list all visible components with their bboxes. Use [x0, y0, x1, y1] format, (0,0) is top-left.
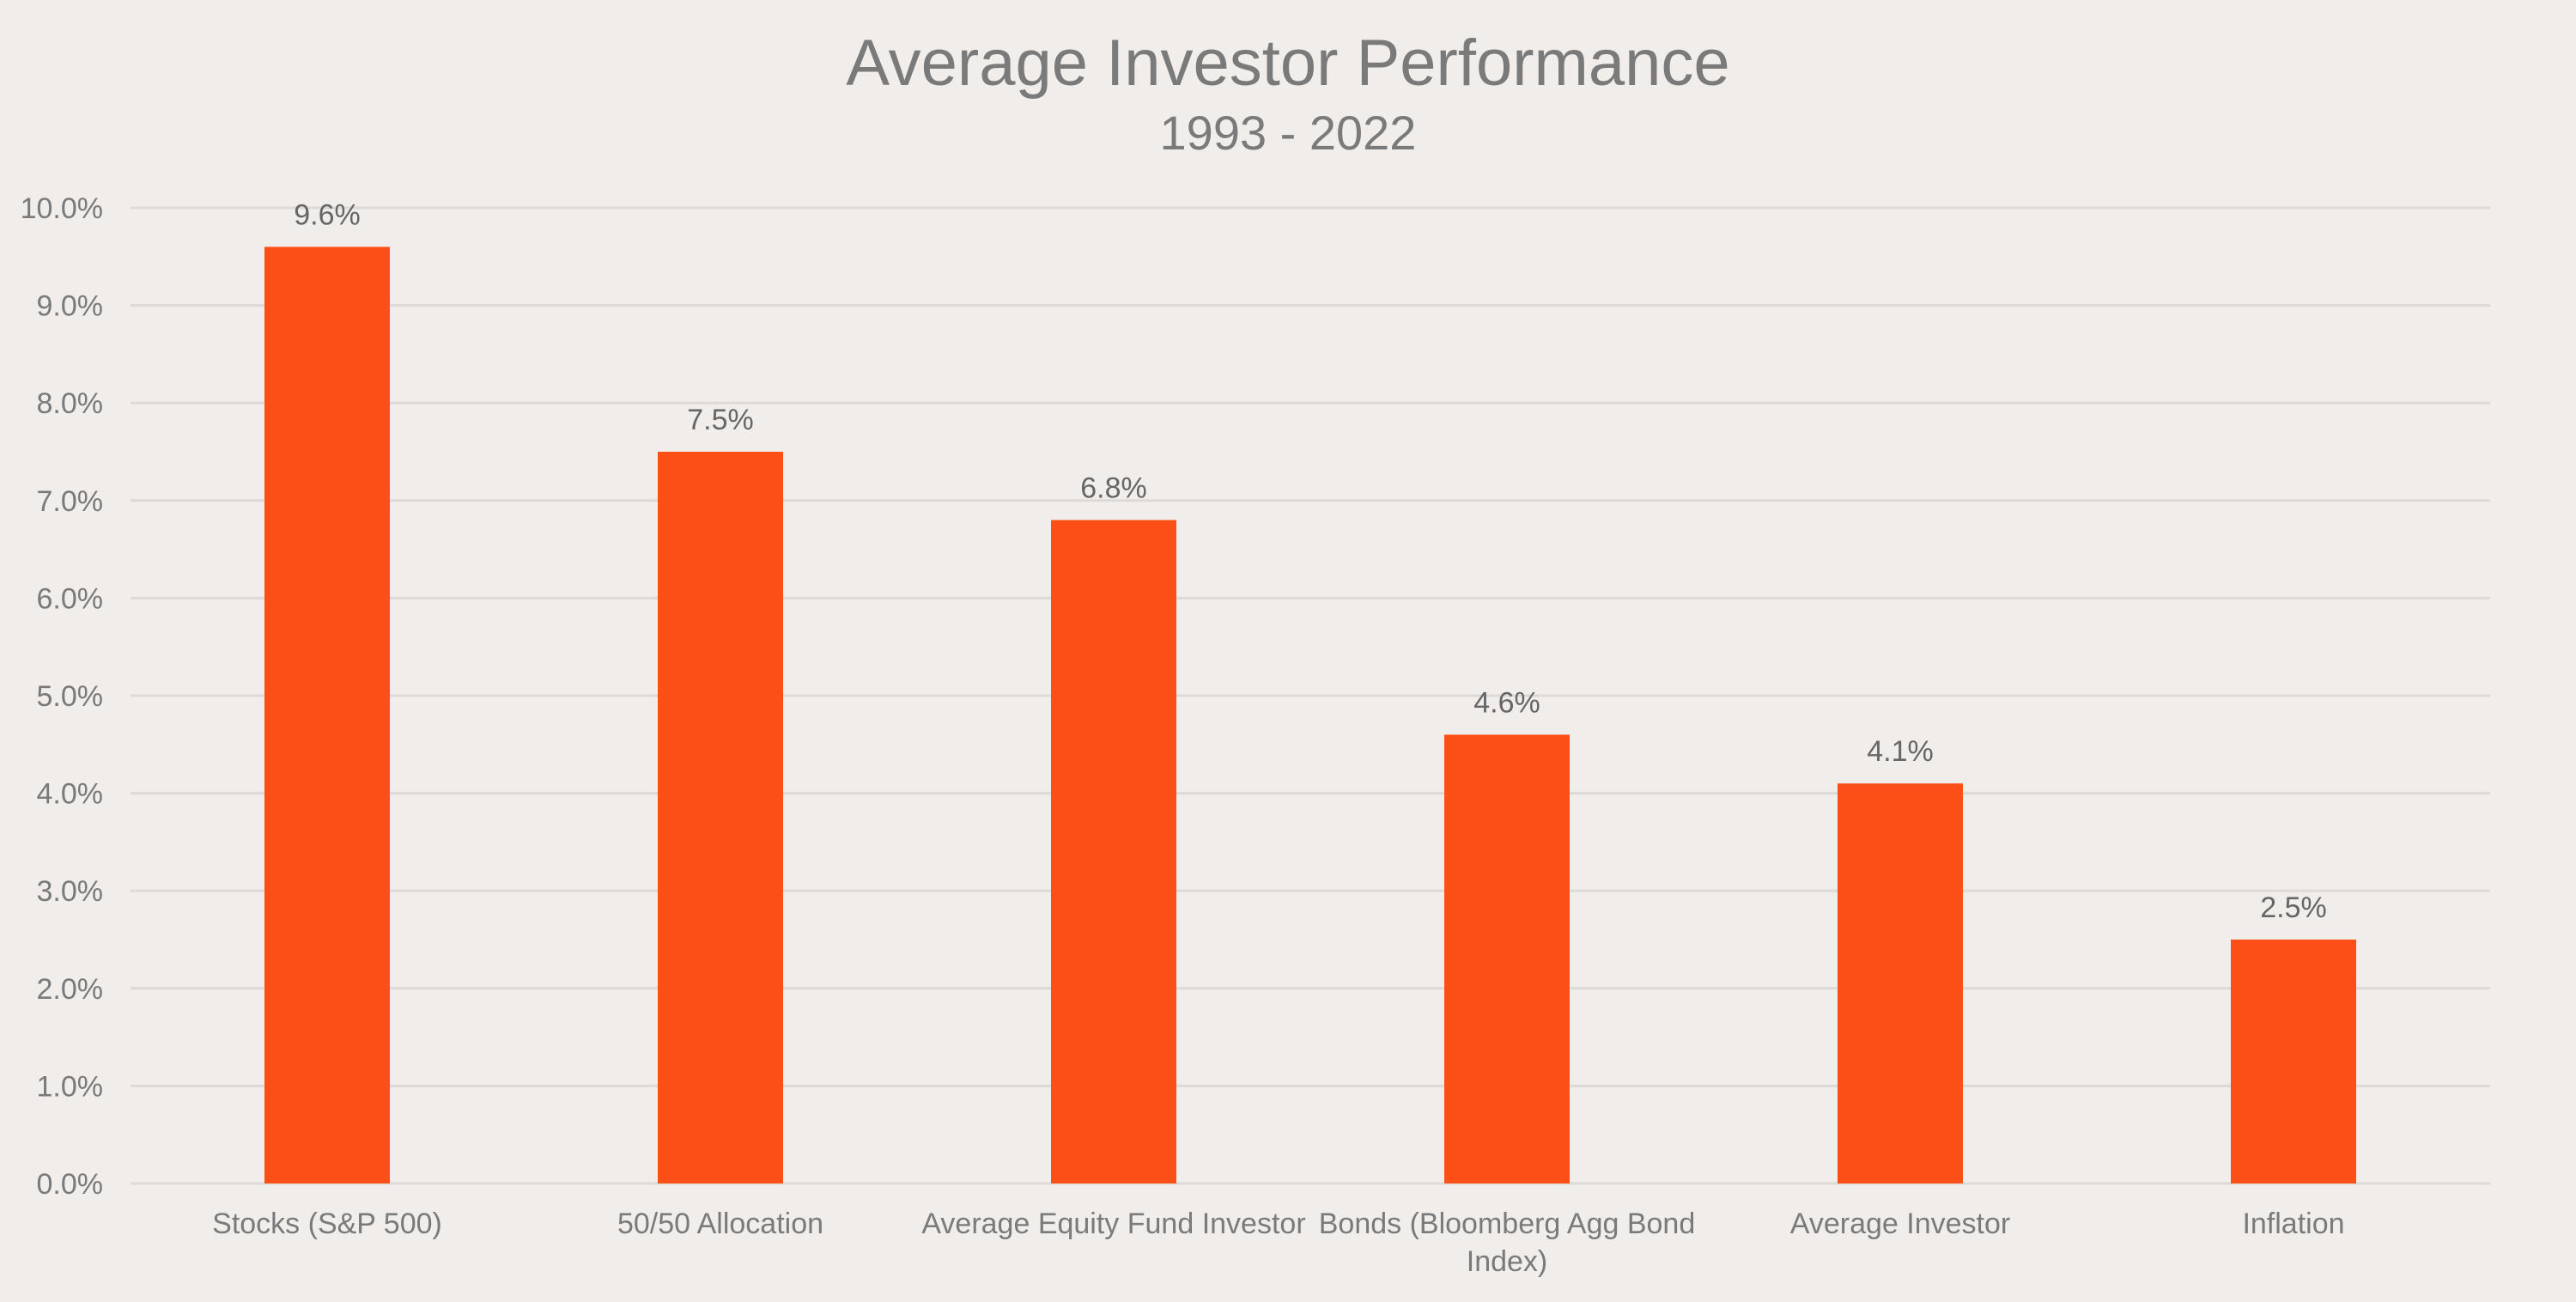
x-axis-ticks: Stocks (S&P 500) 50/50 Allocation Average … — [212, 1208, 2344, 1278]
y-tick-label: 7.0% — [37, 485, 104, 518]
y-tick-label: 1.0% — [37, 1070, 104, 1103]
data-label: 6.8% — [1080, 472, 1147, 505]
chart-title: Average Investor Performance — [846, 27, 1730, 100]
y-tick-label: 2.0% — [37, 973, 104, 1006]
bar — [264, 246, 390, 1184]
data-labels: 9.6% 7.5% 6.8% 4.6% 4.1% 2.5% — [294, 198, 2327, 924]
data-label: 2.5% — [2260, 891, 2327, 924]
y-tick-label: 6.0% — [37, 582, 104, 615]
data-label: 9.6% — [294, 198, 361, 231]
bar — [2231, 940, 2356, 1183]
x-tick-label: Average Investor — [1790, 1208, 2010, 1240]
y-tick-label: 4.0% — [37, 778, 104, 811]
y-axis-ticks: 0.0% 1.0% 2.0% 3.0% 4.0% 5.0% 6.0% 7.0% 8.0% 9.0%… — [21, 192, 103, 1201]
y-tick-label: 9.0% — [37, 290, 104, 323]
data-label: 4.1% — [1867, 735, 1934, 768]
data-label: 4.6% — [1473, 686, 1540, 719]
bar — [1444, 734, 1570, 1183]
x-tick-label: Stocks (S&P 500) — [212, 1208, 442, 1240]
y-tick-label: 10.0% — [21, 192, 103, 225]
x-tick-label: Bonds (Bloomberg Agg Bond Index) — [1319, 1208, 1696, 1278]
bar — [1051, 520, 1176, 1183]
x-tick-label: Inflation — [2242, 1208, 2344, 1240]
bars — [264, 246, 2356, 1184]
y-tick-label: 0.0% — [37, 1168, 104, 1201]
y-tick-label: 8.0% — [37, 387, 104, 420]
y-tick-label: 5.0% — [37, 680, 104, 713]
chart-subtitle: 1993 - 2022 — [1159, 106, 1417, 160]
x-tick-label: 50/50 Allocation — [617, 1208, 823, 1240]
data-label: 7.5% — [687, 404, 754, 436]
bar — [1838, 783, 1963, 1183]
gridlines — [131, 206, 2490, 1185]
bar — [658, 452, 783, 1183]
x-tick-label: Average Equity Fund Investor — [921, 1208, 1305, 1240]
y-tick-label: 3.0% — [37, 875, 104, 908]
